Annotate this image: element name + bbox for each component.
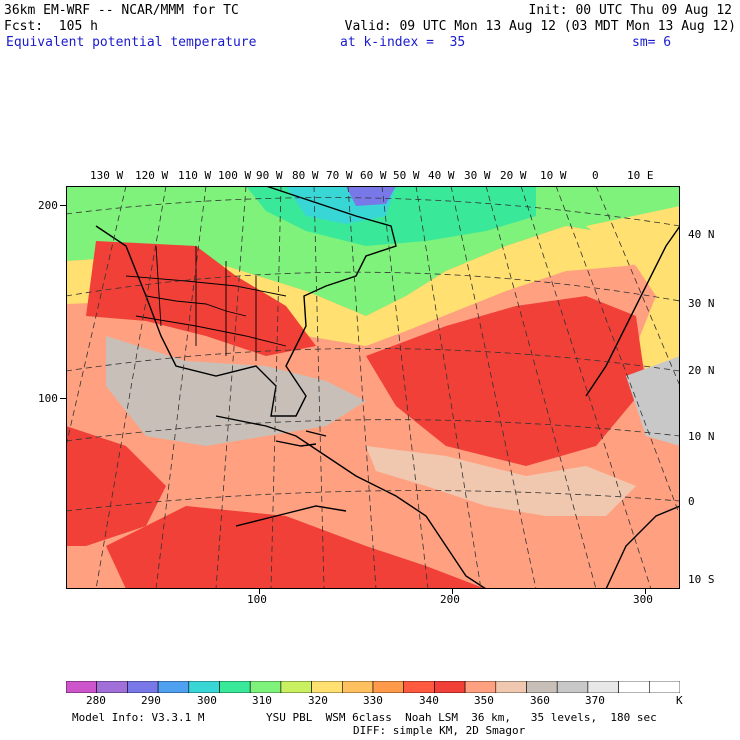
level-label: at k-index = 35 [340,35,466,50]
diffusion-info: DIFF: simple KM, 2D Smagor [353,724,526,737]
map-frame [66,186,680,589]
lon-label: 10 E [627,169,654,182]
field-yellow-band [66,226,680,346]
lon-label: 60 W [360,169,387,182]
init-time: Init: 00 UTC Thu 09 Aug 12 [528,3,733,18]
colorbar-swatch [495,681,527,693]
colorbar-label: 290 [141,694,161,707]
colorbar-label: 280 [86,694,106,707]
lon-label: 130 W [90,169,124,182]
colorbar-label: 300 [197,694,217,707]
lon-label: 100 W [218,169,252,182]
lon-label: 20 W [500,169,527,182]
field-red-west [66,426,166,546]
colorbar-swatch [618,681,650,693]
grid-x-label: 200 [440,593,460,606]
lon-label: 0 [592,169,599,182]
colorbar-swatch [341,681,374,693]
lon-label: 90 W [256,169,283,182]
grid-x-label: 300 [633,593,653,606]
colorbar-swatch [556,681,589,693]
colorbar [66,681,680,693]
lon-label: 110 W [178,169,212,182]
graticule [66,186,680,589]
grid-y-label: 100 [38,392,58,405]
lat-label: 20 N [688,364,715,377]
colorbar-unit: K [676,694,683,707]
colorbar-label: 310 [252,694,272,707]
frame-tick [645,589,646,594]
coastlines [95,186,680,589]
colorbar-label: 340 [419,694,439,707]
colorbar-swatch [434,681,466,693]
colorbar-swatch [587,681,619,693]
field-red-conus [86,241,316,356]
model-info: Model Info: V3.3.1 M [72,711,205,724]
field-name: Equivalent potential temperature [6,35,257,50]
colorbar-swatch [280,681,312,693]
colorbar-swatch [526,681,558,693]
colorbar-swatch [127,681,159,693]
forecast-hour: Fcst: 105 h [4,19,98,34]
colorbar-label: 360 [530,694,550,707]
colorbar-swatch [219,681,251,693]
valid-time: Valid: 09 UTC Mon 13 Aug 12 (03 MDT Mon … [344,19,736,34]
borders [125,245,287,361]
colorbar-label: 370 [585,694,605,707]
lat-label: 40 N [688,228,715,241]
lat-label: 10 N [688,430,715,443]
smoothing-label: sm= 6 [632,35,672,50]
colorbar-swatch [648,681,680,693]
colorbar-swatch [403,681,435,693]
theta-e-map [66,186,680,589]
colorbar-swatch [464,681,497,693]
frame-tick [60,398,66,399]
lat-label: 0 [688,495,695,508]
lat-label: 10 S [688,573,715,586]
colorbar-swatch [311,681,343,693]
colorbar-swatch [96,681,128,693]
grid-y-label: 200 [38,199,58,212]
grid-x-label: 100 [247,593,267,606]
lon-label: 30 W [464,169,491,182]
lon-label: 50 W [393,169,420,182]
field-yellow-east [586,206,680,396]
colorbar-swatch [66,681,98,693]
frame-tick [452,589,453,594]
lon-label: 70 W [326,169,353,182]
lon-label: 10 W [540,169,567,182]
field-pale-band [366,446,636,516]
lon-label: 80 W [292,169,319,182]
colorbar-swatch [157,681,190,693]
colorbar-label: 320 [308,694,328,707]
colorbar-swatch [372,681,405,693]
field-grey-gulf [106,336,366,446]
colorbar-swatch [188,681,220,693]
field-red-south [106,506,486,589]
field-grey-east [626,356,680,446]
model-title: 36km EM-WRF -- NCAR/MMM for TC [4,3,239,18]
field-red-atlantic [366,296,646,466]
lon-label: 120 W [135,169,169,182]
colorbar-swatch [249,681,282,693]
colorbar-label: 330 [363,694,383,707]
colorbar-label: 350 [474,694,494,707]
lat-label: 30 N [688,297,715,310]
frame-tick [60,205,66,206]
frame-tick [259,589,260,594]
physics-info: YSU PBL WSM 6class Noah LSM 36 km, 35 le… [266,711,657,724]
lon-label: 40 W [428,169,455,182]
